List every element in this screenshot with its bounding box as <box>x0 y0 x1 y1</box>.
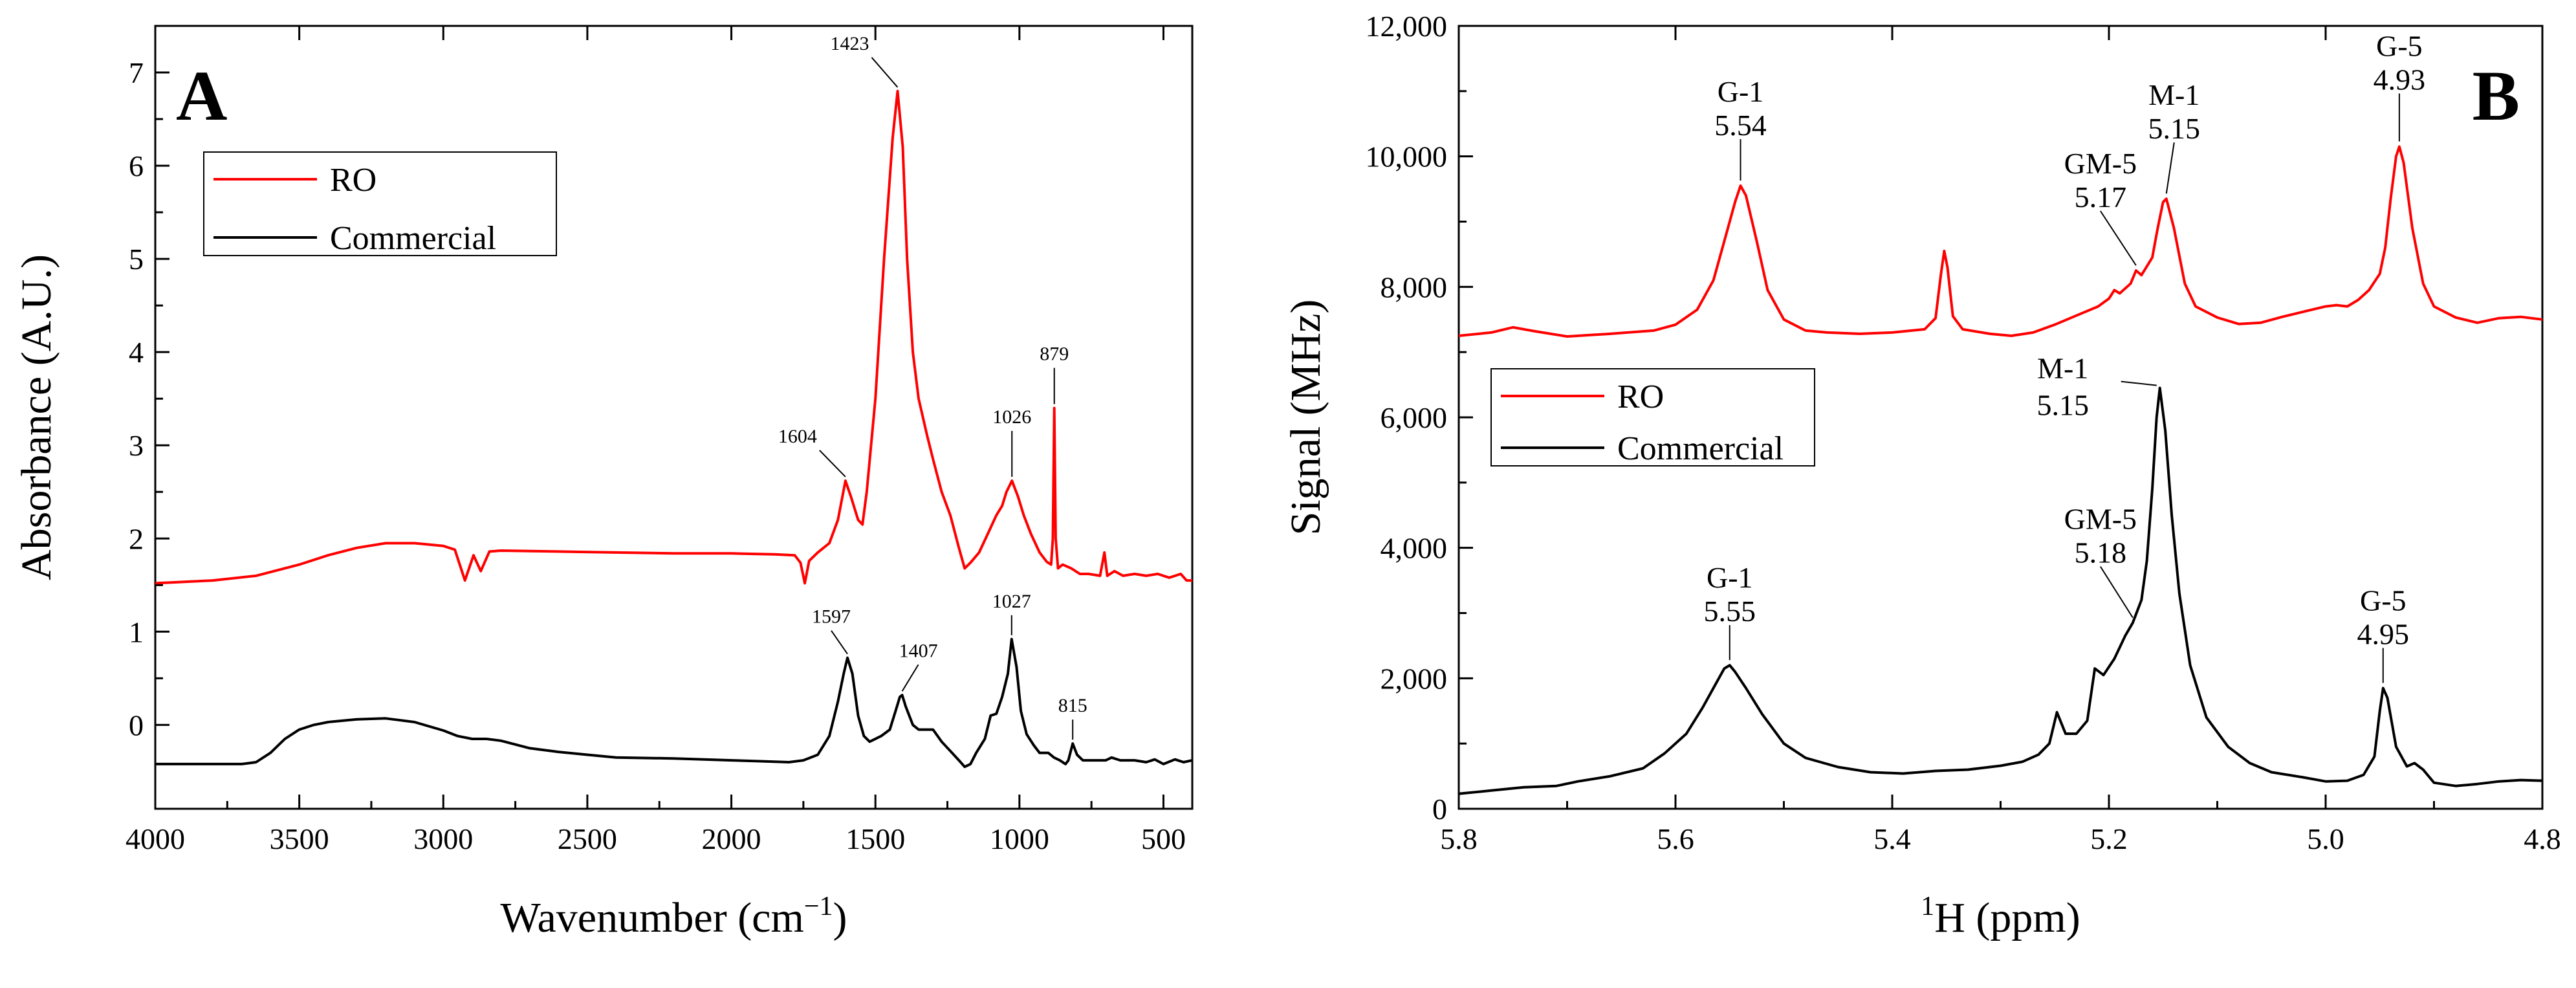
panel-b-y-tick-label: 4,000 <box>1381 532 1448 565</box>
panel-b-annotation-label: G-1 <box>1707 561 1753 594</box>
panel-b-x-tick-label: 5.0 <box>2307 822 2344 855</box>
panel-a-y-tick-label: 5 <box>129 243 144 276</box>
panel-a-annotation-leader <box>831 630 848 655</box>
panel-b-legend-label: RO <box>1617 379 1664 415</box>
panel-a-series-commercial <box>155 637 1193 769</box>
panel-a-annotation-label: 1407 <box>899 640 938 661</box>
panel-a: 4000 3500 3000 2500 2000 1500 1000 500 0 1 2 3 4 5 6 7 W… <box>13 25 1194 941</box>
panel-b-annotation-leader <box>2121 380 2157 386</box>
panel-a-x-axis-title: Wavenumber (cm−1) <box>501 892 847 941</box>
panel-a-annotation-label: 1026 <box>992 406 1031 428</box>
panel-b-annotation-label: GM-5 <box>2064 503 2137 536</box>
panel-a-annotation-label: 1597 <box>812 606 851 628</box>
panel-a-y-tick-label: 2 <box>129 522 144 555</box>
panel-b-annotation-label: GM-5 <box>2064 147 2137 180</box>
panel-b-y-tick-label: 12,000 <box>1366 10 1448 43</box>
panel-a-y-tick-label: 7 <box>129 56 144 89</box>
panel-a-annotation-label: 879 <box>1040 344 1069 365</box>
panel-b-y-tick-label: 2,000 <box>1381 662 1448 695</box>
panel-b-annotation-value: 5.15 <box>2148 112 2201 145</box>
panel-a-series-ro <box>155 89 1192 585</box>
panel-b-annotation-value: 5.17 <box>2075 181 2127 214</box>
panel-a-annotation-label: 1423 <box>830 33 869 54</box>
panel-a-x-tick-label: 2000 <box>702 822 761 855</box>
panel-b-y-tick-label: 0 <box>1432 793 1447 826</box>
panel-b-y-axis-title: Signal (MHz) <box>1282 300 1329 536</box>
panel-a-annotation-label: 815 <box>1058 695 1087 716</box>
panel-a-legend-label: Commercial <box>330 220 496 257</box>
panel-b-x-axis-title: 1H (ppm) <box>1921 892 2080 941</box>
panel-b-letter: B <box>2472 56 2520 135</box>
panel-b-annotation-value: 5.15 <box>2036 389 2089 422</box>
panel-a-y-tick-label: 6 <box>129 149 144 182</box>
panel-a-plot-frame <box>154 25 1194 810</box>
panel-a-y-tick-label: 1 <box>129 615 144 648</box>
panel-b: 5.8 5.6 5.4 5.2 5.0 4.8 0 2,000 4,000 6,000 8,000 1… <box>1282 10 2561 941</box>
panel-a-letter: A <box>176 56 227 135</box>
panel-b-legend-label: Commercial <box>1617 430 1784 467</box>
panel-b-y-tick-label: 8,000 <box>1381 270 1448 303</box>
panel-b-annotation-leader <box>2165 142 2175 194</box>
panel-b-annotation-value: 4.93 <box>2374 63 2426 96</box>
panel-a-x-tick-label: 4000 <box>126 822 185 855</box>
panel-b-series-commercial <box>1458 386 2543 795</box>
panel-b-x-tick-label: 5.2 <box>2090 822 2128 855</box>
panel-b-annotation-label: M-1 <box>2148 78 2199 111</box>
panel-a-y-tick-label: 0 <box>129 708 144 741</box>
panel-b-series-ro <box>1458 145 2543 338</box>
panel-a-annotation-label: 1604 <box>778 426 817 447</box>
panel-b-annotation-value: 4.95 <box>2357 617 2410 650</box>
panel-b-annotation-leader <box>2100 566 2134 619</box>
panel-b-annotation-value: 5.55 <box>1704 595 1756 628</box>
panel-a-x-tick-label: 1500 <box>846 822 905 855</box>
panel-a-y-tick-label: 3 <box>129 429 144 462</box>
panel-b-x-tick-label: 5.4 <box>1873 822 1911 855</box>
panel-b-annotation-value: 5.54 <box>1714 109 1767 142</box>
panel-b-annotation-label: M-1 <box>2037 352 2088 385</box>
panel-a-annotation-leader <box>819 450 846 478</box>
panel-a-x-tick-label: 3500 <box>270 822 329 855</box>
panel-b-annotation-label: G-1 <box>1718 75 1764 108</box>
panel-b-legend-box <box>1490 368 1815 467</box>
panel-a-x-tick-label: 2500 <box>558 822 617 855</box>
panel-b-annotation-label: G-5 <box>2360 584 2407 617</box>
panel-a-x-tick-label: 500 <box>1141 822 1186 855</box>
panel-a-y-tick-label: 4 <box>129 336 144 369</box>
panel-b-x-tick-label: 5.6 <box>1657 822 1694 855</box>
panel-a-x-tick-label: 1000 <box>990 822 1049 855</box>
panel-a-annotation-leader <box>871 57 899 88</box>
panel-b-annotation-leader <box>2100 210 2137 266</box>
panel-a-annotation-label: 1027 <box>992 591 1031 612</box>
panel-a-y-axis-title: Absorbance (A.U.) <box>13 254 60 580</box>
panel-b-y-tick-label: 6,000 <box>1381 401 1448 434</box>
panel-b-annotation-value: 5.18 <box>2075 536 2127 569</box>
panel-b-x-tick-label: 4.8 <box>2524 822 2561 855</box>
panel-a-legend-label: RO <box>330 162 377 199</box>
panel-b-y-tick-label: 10,000 <box>1366 140 1448 173</box>
panel-b-x-tick-label: 5.8 <box>1440 822 1478 855</box>
panel-b-annotation-label: G-5 <box>2376 30 2423 63</box>
panel-a-annotation-leader <box>901 664 919 692</box>
panel-a-x-tick-label: 3000 <box>413 822 473 855</box>
